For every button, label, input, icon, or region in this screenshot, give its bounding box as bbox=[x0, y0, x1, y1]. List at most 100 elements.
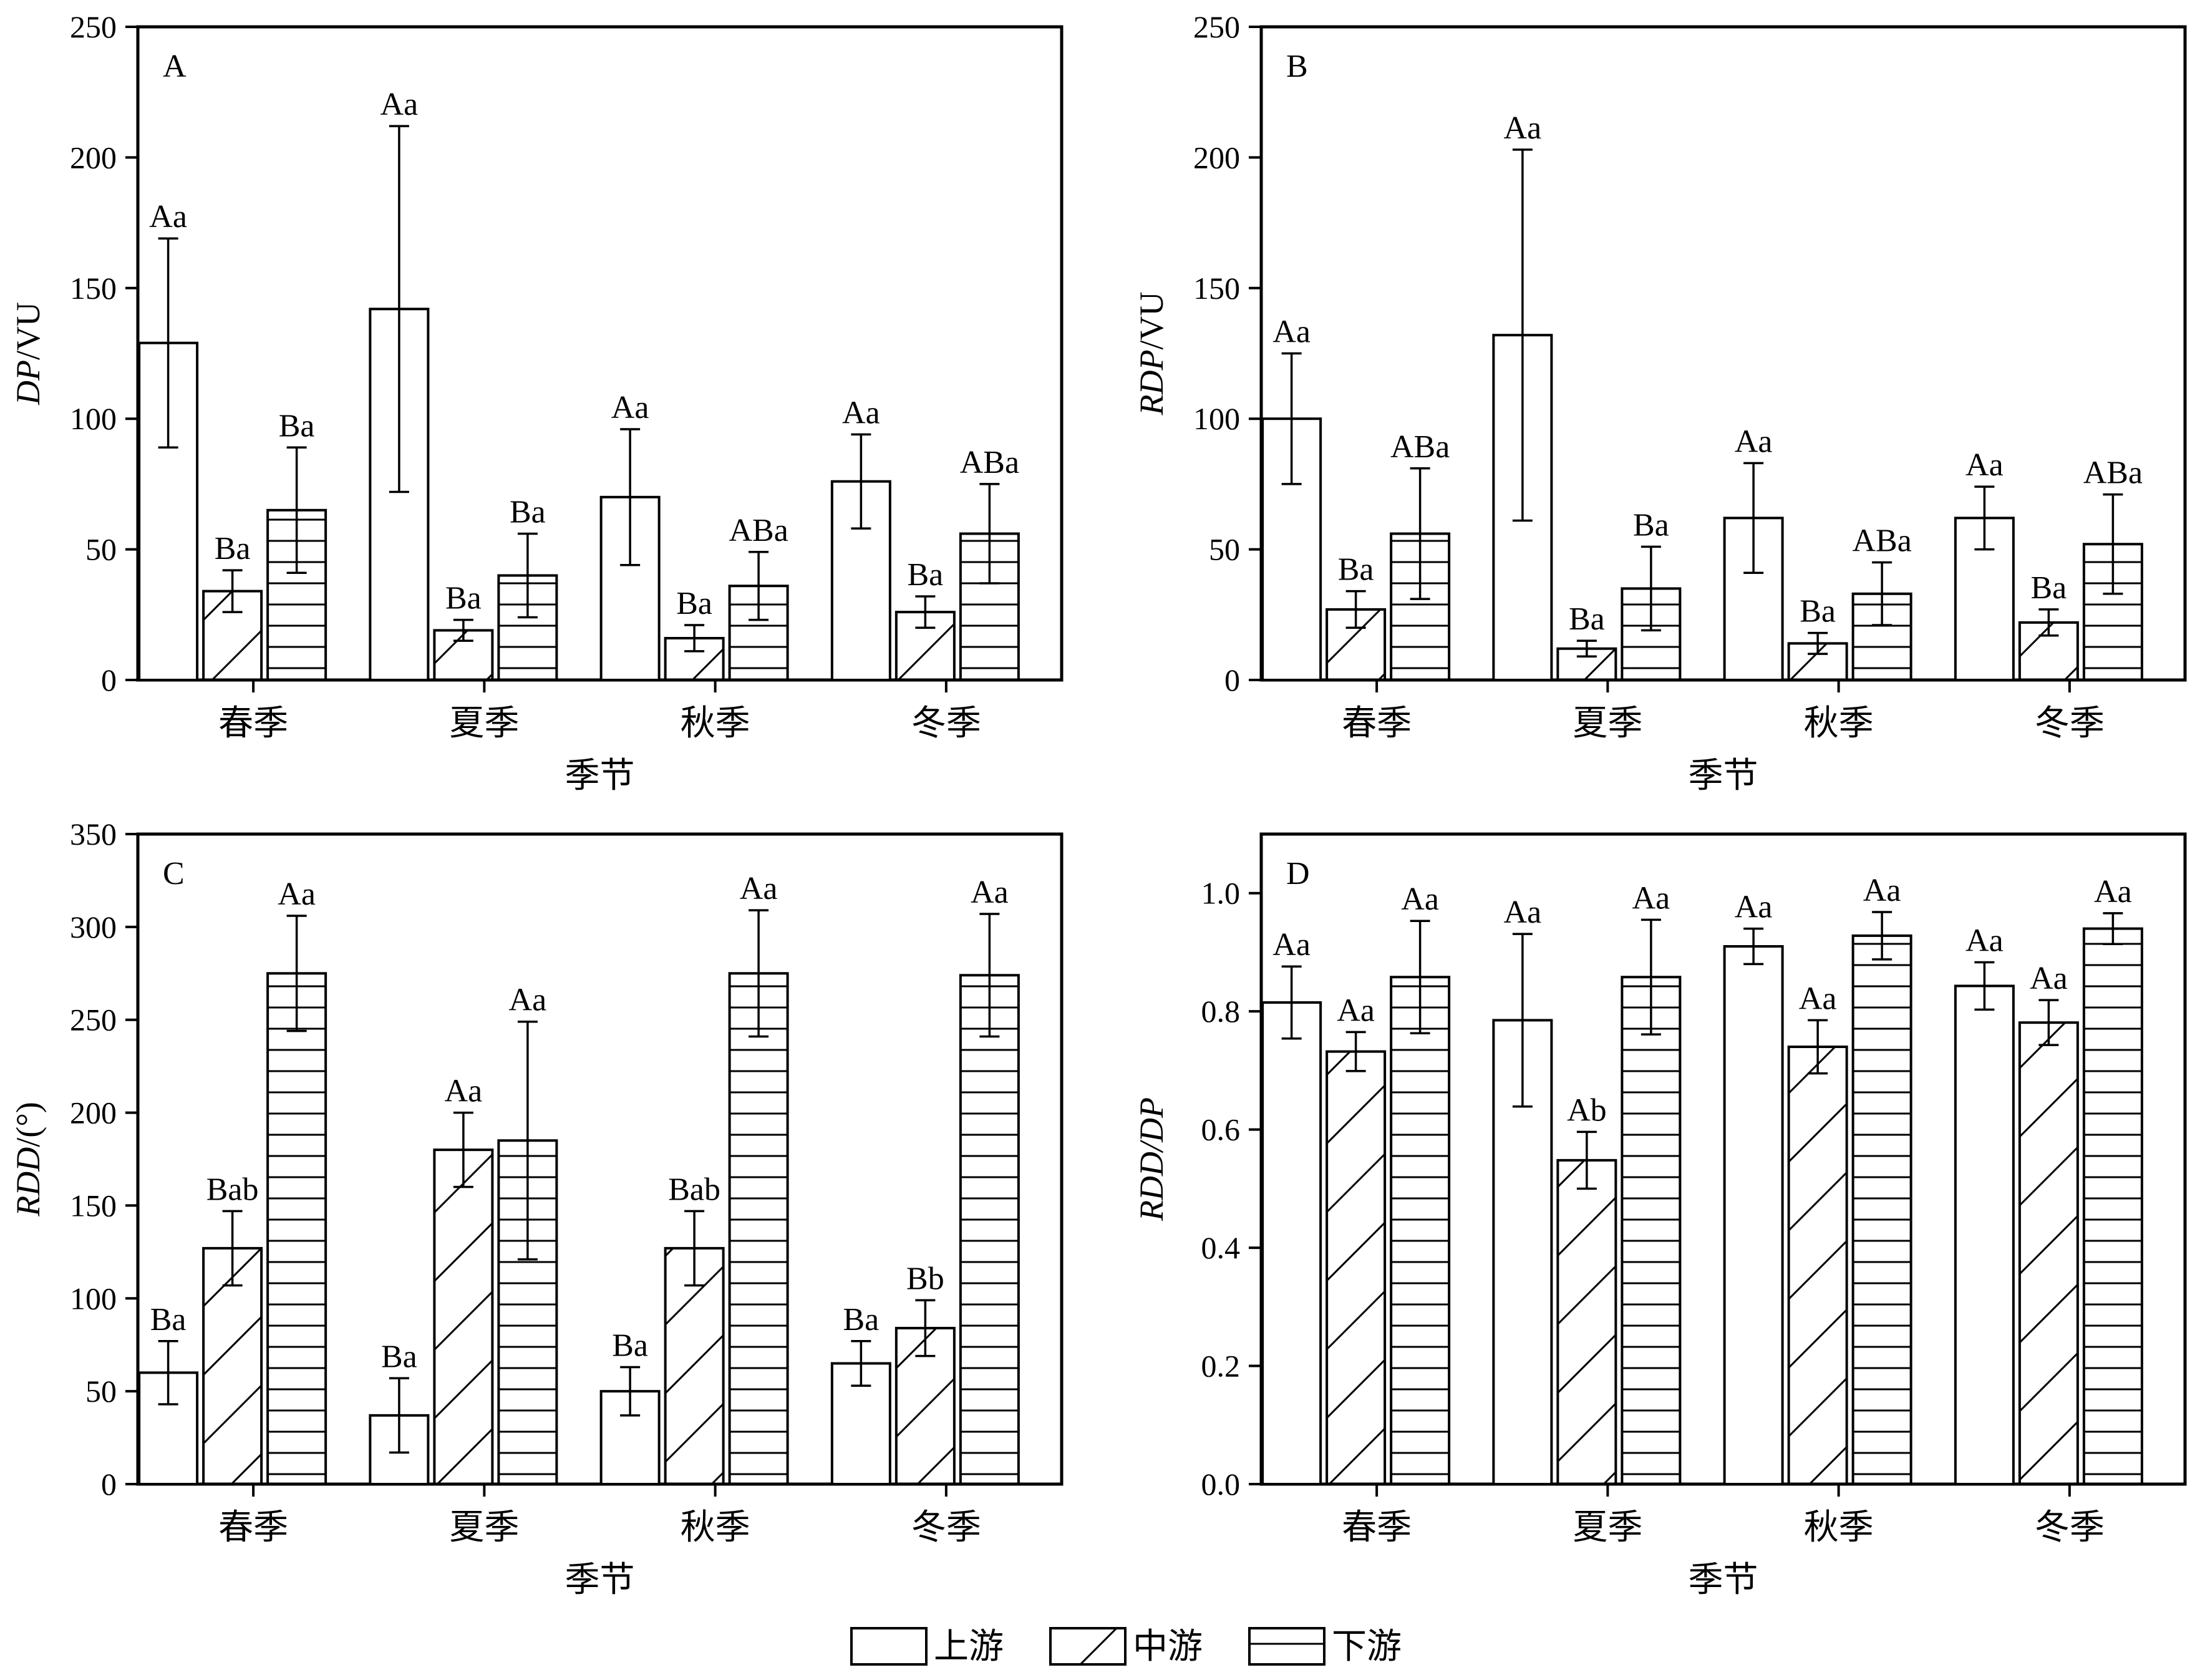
significance-label: Ba bbox=[2030, 570, 2067, 606]
legend-swatch bbox=[1248, 1627, 1326, 1666]
y-axis-label-variable: RDP bbox=[1133, 350, 1170, 416]
significance-label: Ba bbox=[215, 531, 251, 566]
significance-label: Aa bbox=[1863, 873, 1901, 908]
x-tick-label: 秋季 bbox=[1804, 1508, 1874, 1547]
y-tick-label: 0.4 bbox=[1201, 1230, 1241, 1265]
significance-label: Aa bbox=[1504, 895, 1542, 930]
x-tick-label: 夏季 bbox=[1573, 704, 1642, 743]
bar bbox=[1390, 976, 1451, 1485]
x-tick-label: 夏季 bbox=[449, 1508, 519, 1547]
y-axis-label-unit: /(°) bbox=[9, 1102, 47, 1147]
significance-label: Ba bbox=[1800, 594, 1836, 629]
significance-label: Ba bbox=[1569, 601, 1605, 637]
y-tick-label: 150 bbox=[70, 271, 117, 306]
significance-label: Ba bbox=[279, 408, 315, 444]
y-axis-label-variable: RDD bbox=[9, 1147, 47, 1217]
y-tick-label: 100 bbox=[70, 1281, 117, 1316]
significance-label: Aa bbox=[1337, 993, 1375, 1028]
bar bbox=[2082, 927, 2143, 1485]
y-tick-label: 0 bbox=[1224, 663, 1240, 697]
x-tick-label: 春季 bbox=[218, 1508, 288, 1547]
y-axis-label: RDP/VU bbox=[1133, 292, 1170, 416]
significance-label: Aa bbox=[1799, 981, 1837, 1016]
bar bbox=[959, 974, 1020, 1485]
y-axis-label-unit: /VU bbox=[9, 302, 47, 360]
significance-label: Ba bbox=[1338, 552, 1374, 588]
x-tick-label: 夏季 bbox=[1573, 1508, 1642, 1547]
significance-label: Aa bbox=[2030, 961, 2068, 996]
panel-letter: C bbox=[163, 856, 185, 891]
significance-label: Aa bbox=[380, 87, 419, 122]
significance-label: Aa bbox=[149, 199, 187, 235]
legend: 上游 中游 下游 bbox=[850, 1627, 1402, 1666]
legend-swatch bbox=[1049, 1627, 1127, 1666]
significance-label: Ba bbox=[907, 557, 943, 593]
y-tick-label: 100 bbox=[1193, 401, 1240, 436]
x-tick-label: 春季 bbox=[1342, 1508, 1412, 1547]
bar bbox=[1851, 934, 1912, 1485]
plot-frame bbox=[136, 832, 1064, 1486]
significance-label: Aa bbox=[1965, 923, 2004, 959]
bar bbox=[664, 1246, 725, 1485]
significance-label: Ab bbox=[1567, 1092, 1607, 1128]
significance-label: ABa bbox=[1390, 429, 1450, 465]
x-axis-label: 季节 bbox=[565, 757, 635, 795]
bar bbox=[1851, 592, 1912, 682]
bar bbox=[266, 972, 327, 1486]
significance-label: Aa bbox=[1735, 424, 1773, 459]
bar bbox=[202, 1246, 263, 1485]
legend-label: 下游 bbox=[1332, 1628, 1402, 1666]
significance-label: Ba bbox=[150, 1302, 187, 1338]
bar bbox=[1556, 1158, 1617, 1485]
x-tick-label: 夏季 bbox=[449, 704, 519, 743]
significance-label: Aa bbox=[971, 875, 1009, 910]
plot-frame bbox=[136, 25, 1064, 682]
y-tick-label: 200 bbox=[70, 140, 117, 175]
x-tick-label: 秋季 bbox=[681, 1508, 750, 1547]
y-tick-label: 150 bbox=[1193, 271, 1240, 306]
significance-label: Ba bbox=[1633, 507, 1669, 543]
y-tick-label: 1.0 bbox=[1201, 876, 1241, 911]
y-tick-label: 50 bbox=[85, 1374, 117, 1409]
significance-label: Aa bbox=[1965, 447, 2004, 483]
significance-label: Aa bbox=[1272, 927, 1311, 963]
y-tick-label: 0.2 bbox=[1201, 1349, 1241, 1384]
y-tick-label: 50 bbox=[85, 532, 117, 567]
y-tick-label: 0.8 bbox=[1201, 994, 1241, 1029]
y-tick-label: 200 bbox=[70, 1095, 117, 1130]
legend-item-3: 下游 bbox=[1248, 1627, 1402, 1666]
y-tick-label: 50 bbox=[1209, 532, 1240, 567]
significance-label: Aa bbox=[611, 390, 649, 425]
significance-label: Ba bbox=[445, 581, 482, 616]
y-axis-label: RDD/(°) bbox=[9, 1102, 47, 1217]
significance-label: Ba bbox=[381, 1339, 417, 1374]
significance-label: Ba bbox=[676, 586, 712, 621]
y-tick-label: 250 bbox=[70, 9, 117, 44]
y-tick-label: 250 bbox=[70, 1003, 117, 1037]
y-axis-label-variable: DP bbox=[9, 360, 47, 405]
y-tick-label: 0 bbox=[101, 1467, 117, 1502]
y-tick-label: 0 bbox=[101, 663, 117, 697]
legend-item-2: 中游 bbox=[1049, 1627, 1203, 1666]
significance-label: Bab bbox=[668, 1172, 720, 1207]
y-tick-label: 250 bbox=[1193, 9, 1240, 44]
y-axis-label: RDD/DP bbox=[1133, 1097, 1170, 1221]
significance-label: Ba bbox=[612, 1328, 648, 1363]
significance-label: ABa bbox=[729, 513, 788, 548]
significance-label: Ba bbox=[510, 494, 546, 530]
x-tick-label: 冬季 bbox=[2035, 704, 2105, 743]
significance-label: Aa bbox=[278, 876, 316, 912]
x-axis-label: 季节 bbox=[1689, 1561, 1758, 1600]
bar bbox=[369, 308, 430, 681]
significance-label: Aa bbox=[509, 983, 547, 1018]
significance-label: Aa bbox=[1401, 881, 1439, 917]
y-tick-label: 350 bbox=[70, 817, 117, 852]
significance-label: Aa bbox=[842, 395, 880, 430]
bar bbox=[1261, 1001, 1322, 1486]
